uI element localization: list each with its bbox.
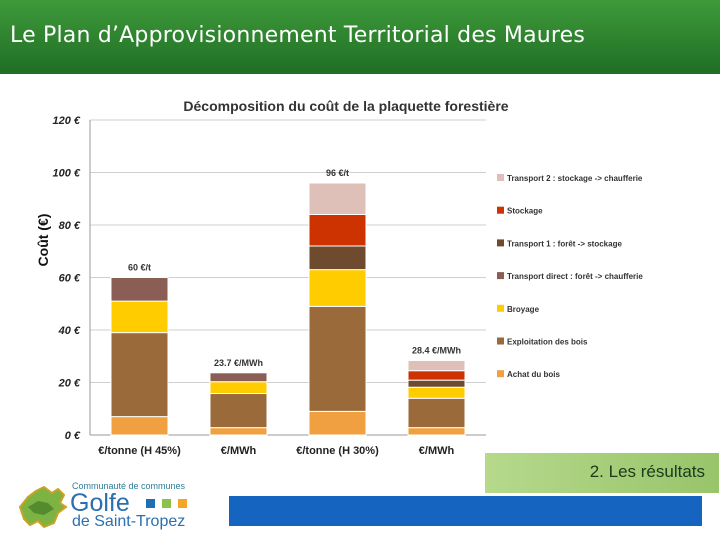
bar-3-segment-1 [407,397,466,429]
bar-2-segment-5 [308,214,367,247]
bar-1-segment-3 [209,372,268,383]
legend-label-4: Broyage [507,305,540,314]
y-tick-label-3: 60 € [59,273,81,285]
x-tick-label-2: €/tonne (H 30%) [296,445,379,457]
cost-chart: Décomposition du coût de la plaquette fo… [35,98,643,457]
bar-2-segment-4 [308,245,367,271]
logo-square-1 [146,499,155,508]
x-tick-label-1: €/MWh [221,445,257,457]
y-tick-label-1: 20 € [58,378,81,390]
x-tick-label-0: €/tonne (H 45%) [98,445,181,457]
bar-3-segment-4 [407,379,466,388]
legend-label-1: Stockage [507,207,543,216]
bar-0-segment-3 [110,277,169,302]
bar-1-segment-2 [209,381,268,395]
legend-swatch-0 [497,174,504,181]
peninsula-map-icon [18,485,68,529]
legend-swatch-6 [497,370,504,378]
y-tick-label-2: 40 € [58,325,81,337]
legend-swatch-5 [497,337,504,345]
y-tick-label-6: 120 € [52,115,80,127]
bar-total-label-1: 23.7 €/MWh [214,358,263,368]
bar-total-label-2: 96 €/t [326,168,349,178]
bar-0-segment-1 [110,332,169,418]
logo-line3: de Saint-Tropez [72,513,186,530]
legend-label-5: Exploitation des bois [507,338,588,347]
y-tick-label-0: 0 € [65,430,81,442]
bar-3-segment-0 [407,427,466,436]
y-tick-label-5: 100 € [52,168,80,180]
bar-2-segment-1 [308,305,367,412]
bar-1-segment-0 [209,427,268,436]
bar-0-segment-2 [110,300,169,334]
bar-3-segment-6 [407,359,466,372]
logo-line2: Golfe [70,489,130,517]
bar-3-segment-2 [407,386,466,399]
legend-swatch-2 [497,239,504,247]
title-bar: Le Plan d’Approvisionnement Territorial … [0,0,720,74]
page-title: Le Plan d’Approvisionnement Territorial … [10,23,586,48]
bar-2-segment-6 [308,182,367,215]
section-label: 2. Les résultats [589,462,705,481]
bar-2-segment-2 [308,269,367,307]
footer-blue-bar [229,496,702,526]
bar-total-label-3: 28.4 €/MWh [412,345,461,355]
legend-label-6: Achat du bois [507,370,560,379]
legend-swatch-1 [497,206,504,214]
chart-title: Décomposition du coût de la plaquette fo… [183,98,508,114]
bar-1-segment-1 [209,393,268,429]
legend-label-3: Transport direct : forêt -> chaufferie [507,272,643,281]
legend-label-0: Transport 2 : stockage -> chaufferie [507,174,643,183]
bar-2-segment-0 [308,410,367,436]
logo-square-3 [178,499,187,508]
legend-swatch-3 [497,272,504,280]
logo-line1: Communauté de communes [72,481,186,491]
y-axis-label: Coût (€) [35,214,51,267]
bar-total-label-0: 60 €/t [128,263,151,273]
legend-label-2: Transport 1 : forêt -> stockage [507,239,622,248]
y-tick-label-4: 80 € [59,220,81,232]
bar-3-segment-5 [407,370,466,381]
x-tick-label-3: €/MWh [419,445,455,457]
bar-0-segment-0 [110,416,169,436]
logo-square-2 [162,499,171,508]
section-banner: 2. Les résultats [485,453,719,493]
legend-swatch-4 [497,304,504,312]
